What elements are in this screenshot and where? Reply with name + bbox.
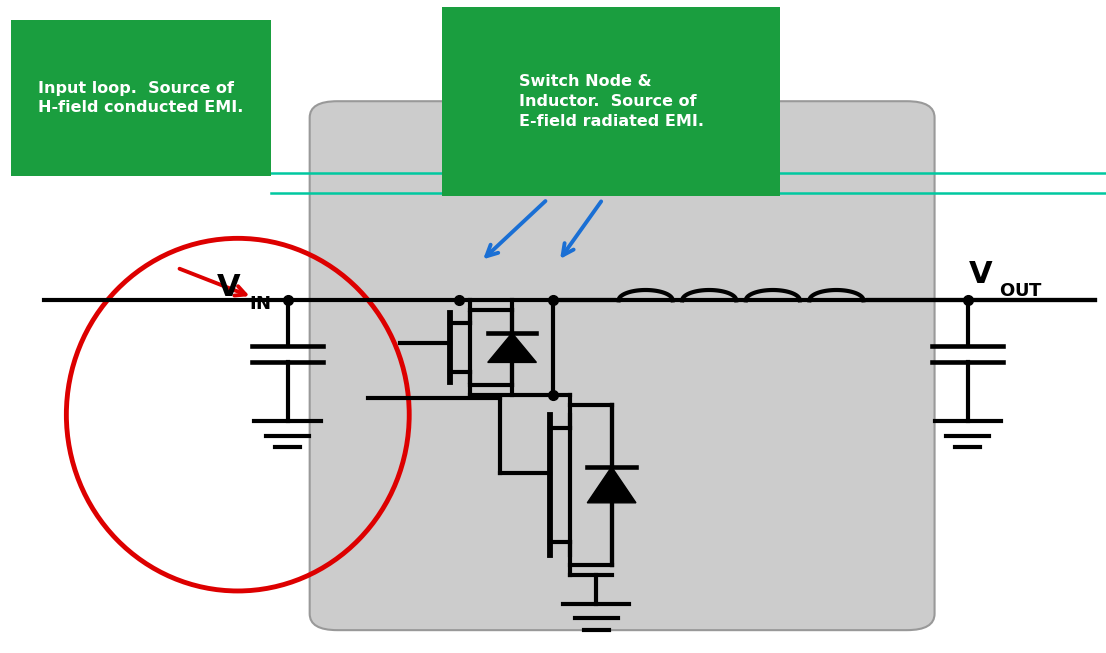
FancyBboxPatch shape xyxy=(442,7,780,196)
Text: $\mathbf{IN}$: $\mathbf{IN}$ xyxy=(249,295,271,313)
Polygon shape xyxy=(587,467,636,503)
FancyBboxPatch shape xyxy=(310,101,935,630)
Text: $\mathbf{V}$: $\mathbf{V}$ xyxy=(216,272,241,303)
Polygon shape xyxy=(488,333,536,362)
Text: Input loop.  Source of
H-field conducted EMI.: Input loop. Source of H-field conducted … xyxy=(39,80,243,116)
Text: $\mathbf{OUT}$: $\mathbf{OUT}$ xyxy=(999,281,1043,300)
Text: Switch Node &
Inductor.  Source of
E-field radiated EMI.: Switch Node & Inductor. Source of E-fiel… xyxy=(519,74,703,129)
FancyBboxPatch shape xyxy=(11,20,271,176)
Text: $\mathbf{V}$: $\mathbf{V}$ xyxy=(968,259,993,290)
